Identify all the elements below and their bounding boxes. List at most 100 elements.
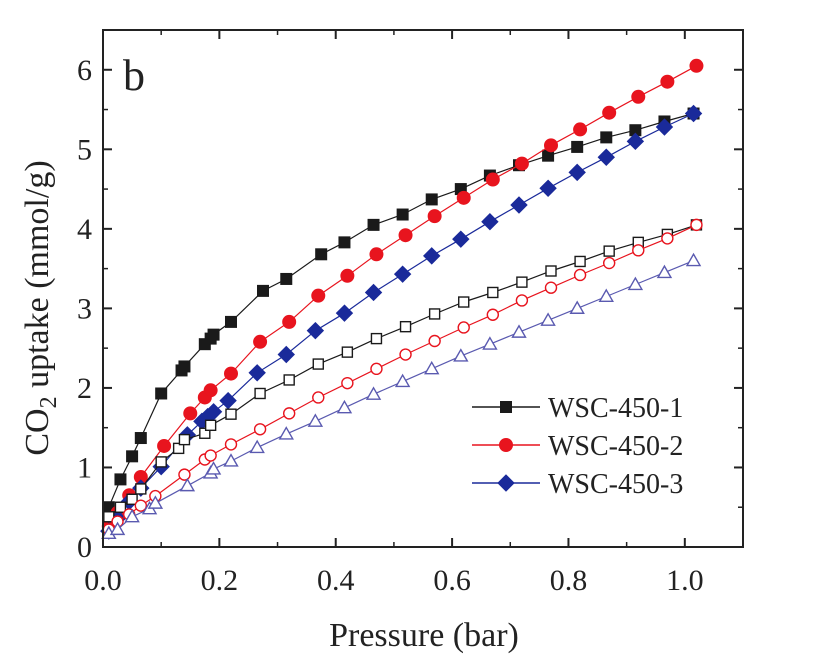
y-tick-label: 5 (77, 133, 92, 166)
data-point (179, 477, 196, 492)
data-point (124, 508, 140, 523)
legend-label: WSC-450-1 (548, 393, 683, 424)
y-axis-title-subscript: 2 (36, 396, 62, 408)
data-point (660, 74, 675, 89)
data-point (178, 360, 191, 373)
data-point (312, 358, 324, 370)
data-point (656, 264, 673, 279)
data-point (544, 138, 558, 153)
data-point (365, 386, 382, 400)
data-series (100, 58, 704, 540)
x-tick-label: 0.0 (84, 564, 122, 597)
data-point (364, 283, 383, 302)
data-point (225, 408, 237, 420)
y-tick-label: 3 (77, 292, 92, 325)
legend: WSC-450-1 WSC-450-2 WSC-450-3 (472, 393, 683, 500)
legend-marker (499, 438, 513, 452)
data-point (574, 255, 586, 268)
y-tick-label: 6 (77, 54, 92, 87)
data-point (338, 236, 351, 249)
y-tick-label: 4 (77, 213, 92, 246)
data-point (183, 406, 198, 421)
data-point (172, 442, 185, 455)
axis-ticks: 0.0 0.2 0.4 0.6 0.8 1.0 0 1 2 3 4 5 6 (77, 29, 743, 597)
data-point (224, 438, 238, 451)
data-point (254, 387, 266, 400)
data-point (134, 432, 147, 445)
data-point (114, 473, 127, 486)
data-point (427, 209, 442, 224)
x-tick-label: 0.2 (201, 564, 239, 597)
data-point (631, 89, 646, 104)
data-point (147, 495, 164, 509)
data-point (515, 294, 529, 307)
data-point (282, 314, 297, 329)
data-point (597, 148, 615, 166)
y-tick-label: 0 (77, 531, 92, 564)
y-tick-label: 1 (77, 451, 92, 484)
data-point (396, 208, 409, 221)
data-point (282, 407, 296, 420)
data-point (516, 276, 528, 288)
data-point (603, 245, 615, 257)
data-point (178, 468, 191, 481)
data-point (661, 232, 674, 245)
data-point (514, 156, 529, 171)
data-point (306, 321, 325, 340)
data-point (109, 521, 126, 536)
data-point (485, 172, 500, 187)
x-tick-label: 0.6 (433, 564, 471, 597)
data-point (155, 456, 167, 468)
data-point (655, 118, 674, 136)
data-point (689, 58, 704, 73)
data-point (684, 104, 703, 123)
data-point (341, 346, 354, 358)
data-point (425, 193, 438, 206)
data-point (134, 499, 148, 512)
data-point (155, 387, 168, 400)
data-point (205, 461, 222, 475)
data-point (253, 334, 268, 349)
data-point (487, 286, 499, 299)
legend-label: WSC-450-3 (548, 469, 683, 500)
data-point (393, 265, 412, 283)
data-point (207, 328, 220, 341)
data-point (311, 288, 326, 303)
data-point (257, 284, 269, 297)
data-point (370, 362, 383, 376)
data-point (428, 308, 441, 320)
data-point (690, 218, 703, 232)
data-point (399, 320, 412, 333)
data-point (600, 131, 613, 144)
data-point (458, 296, 470, 308)
plot-frame (102, 29, 744, 548)
data-point (627, 276, 644, 291)
data-point (486, 308, 500, 321)
data-point (135, 483, 147, 495)
data-point (370, 332, 383, 345)
data-point (456, 190, 471, 205)
data-point (602, 256, 616, 270)
x-axis-title: Pressure (bar) (329, 617, 519, 654)
data-point (253, 423, 267, 436)
data-point (453, 348, 469, 362)
data-point (626, 132, 645, 151)
data-point (598, 288, 614, 303)
data-point (312, 391, 325, 404)
x-tick-label: 0.8 (550, 564, 588, 597)
data-point (307, 413, 324, 427)
data-point (204, 419, 217, 432)
y-axis-title-suffix: uptake (mmol/g) (19, 160, 56, 396)
series-4 (103, 219, 703, 523)
data-point (482, 336, 498, 350)
data-point (157, 438, 172, 453)
legend-marker (500, 401, 512, 413)
data-point (424, 360, 440, 375)
data-point (203, 383, 218, 398)
data-point (428, 334, 441, 348)
data-point (399, 348, 412, 361)
y-axis-title-prefix: CO (19, 408, 56, 455)
data-point (199, 427, 211, 439)
data-point (452, 230, 470, 248)
